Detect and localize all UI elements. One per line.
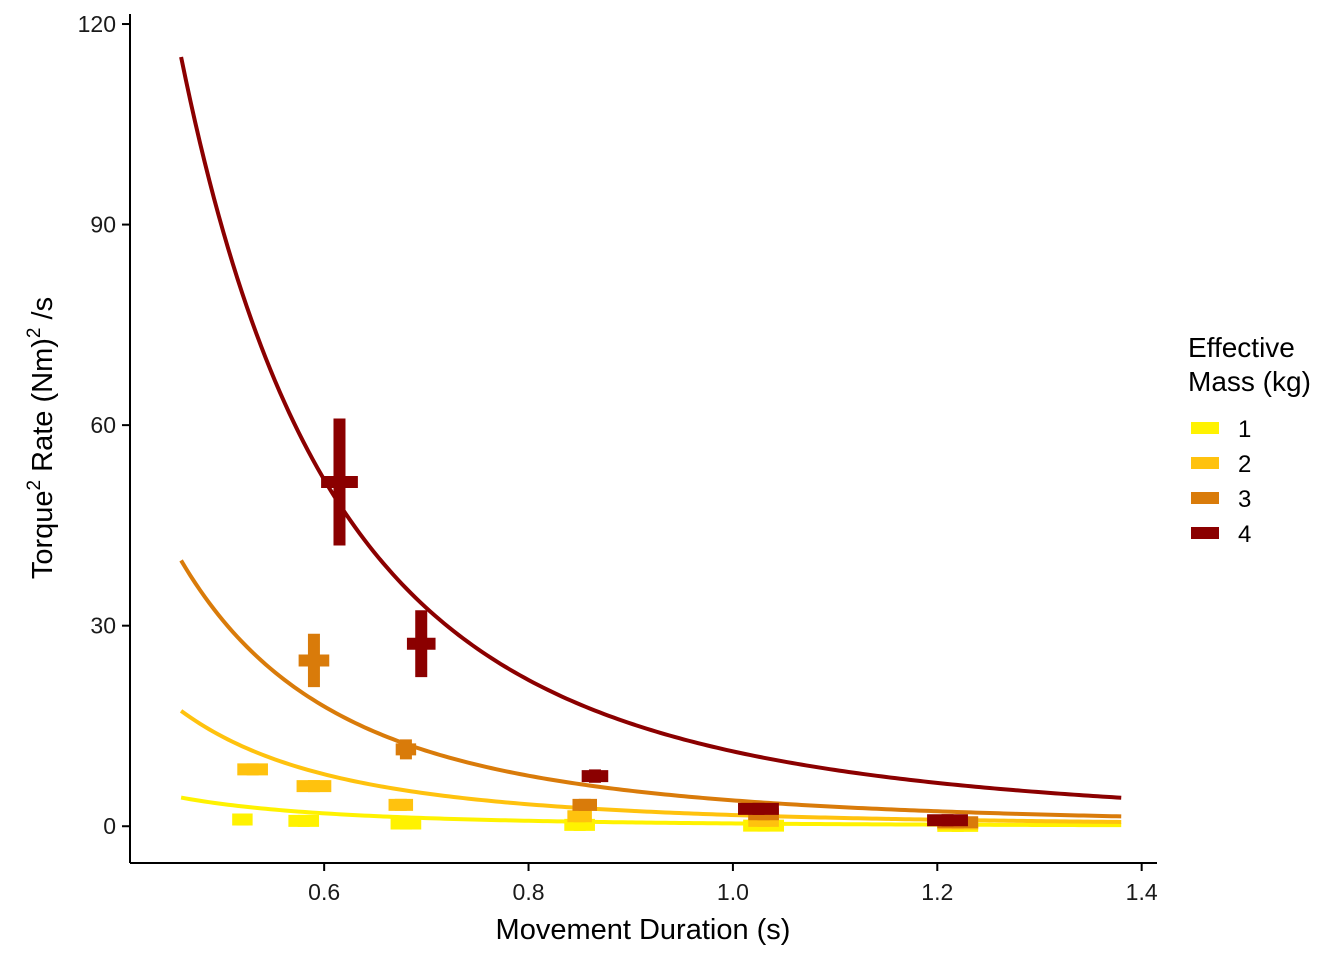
legend-title-line-2: Mass (kg) bbox=[1188, 366, 1311, 397]
plot-area bbox=[179, 56, 1122, 832]
data-point-series-2 bbox=[388, 798, 414, 811]
data-point-series-3 bbox=[395, 739, 417, 760]
y-axis-label: Torque2 Rate (Nm)2 /s bbox=[24, 297, 59, 579]
y-tick-label: 90 bbox=[90, 212, 116, 238]
legend-title-line-1: Effective bbox=[1188, 332, 1295, 363]
legend-label-series-4: 4 bbox=[1238, 521, 1251, 548]
y-tick-label: 30 bbox=[90, 613, 116, 639]
legend: Effective Mass (kg) 1 2 3 4 bbox=[1188, 332, 1311, 548]
legend-swatch-series-2 bbox=[1191, 457, 1219, 469]
y-tick-label: 60 bbox=[90, 412, 116, 438]
data-point-series-4 bbox=[321, 418, 358, 546]
data-point-series-1 bbox=[288, 814, 320, 827]
legend-swatch-series-1 bbox=[1191, 422, 1219, 434]
data-point-series-2 bbox=[296, 780, 332, 793]
x-tick-label: 1.4 bbox=[1126, 879, 1158, 905]
data-point-series-3 bbox=[298, 633, 330, 688]
data-point-series-1 bbox=[390, 817, 422, 830]
x-axis-label: Movement Duration (s) bbox=[496, 914, 791, 946]
y-axis-label-base: Torque bbox=[27, 490, 59, 579]
x-tick-label: 1.0 bbox=[717, 879, 749, 905]
y-ticks: 0 30 60 90 120 bbox=[78, 11, 130, 839]
data-point-series-1 bbox=[232, 813, 253, 826]
data-point-series-4 bbox=[406, 610, 436, 678]
data-points bbox=[232, 418, 979, 832]
y-axis-label-mid: Rate (Nm) bbox=[27, 338, 59, 480]
x-tick-label: 0.8 bbox=[513, 879, 545, 905]
data-point-series-3 bbox=[572, 798, 598, 811]
data-point-series-4 bbox=[738, 802, 779, 815]
y-axis-label-end: /s bbox=[27, 297, 59, 328]
y-tick-label: 120 bbox=[78, 11, 116, 37]
fit-curves bbox=[179, 56, 1122, 828]
legend-label-series-2: 2 bbox=[1238, 451, 1251, 478]
data-point-series-4 bbox=[927, 814, 968, 827]
data-point-series-4 bbox=[581, 769, 609, 783]
fit-curve-series-3 bbox=[179, 559, 1122, 819]
y-axis-label-sup1: 2 bbox=[24, 480, 45, 491]
x-tick-label: 1.2 bbox=[921, 879, 953, 905]
data-point-series-2 bbox=[237, 763, 268, 776]
legend-swatch-series-4 bbox=[1191, 527, 1219, 539]
fit-curve-series-2 bbox=[179, 709, 1122, 824]
legend-swatch-series-3 bbox=[1191, 492, 1219, 504]
fit-curve-series-4 bbox=[179, 56, 1122, 800]
x-ticks: 0.6 0.8 1.0 1.2 1.4 bbox=[308, 863, 1158, 905]
legend-label-series-3: 3 bbox=[1238, 486, 1251, 513]
data-point-series-2 bbox=[567, 810, 592, 823]
legend-items: 1 2 3 4 bbox=[1191, 416, 1251, 548]
y-tick-label: 0 bbox=[103, 813, 116, 839]
y-axis-label-sup2: 2 bbox=[24, 328, 45, 339]
legend-label-series-1: 1 bbox=[1238, 416, 1251, 443]
x-tick-label: 0.6 bbox=[308, 879, 340, 905]
axes: 0.6 0.8 1.0 1.2 1.4 0 30 60 90 120 bbox=[78, 11, 1158, 905]
